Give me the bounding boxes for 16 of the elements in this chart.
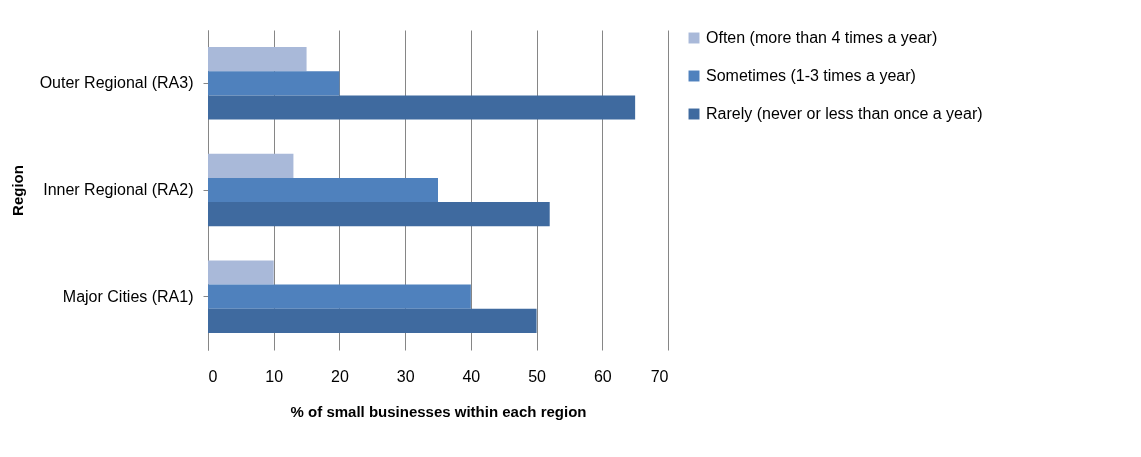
x-tick-label: 30 — [396, 367, 415, 385]
legend-label: Rarely (never or less than once a year) — [706, 105, 983, 122]
legend-label: Often (more than 4 times a year) — [706, 29, 938, 46]
legend-label: Sometimes (1-3 times a year) — [706, 67, 916, 84]
y-tick-label: Inner Regional (RA2) — [43, 181, 194, 198]
x-tick-label: 50 — [528, 367, 547, 385]
x-tick-label: 20 — [331, 367, 349, 385]
x-tick-label: 70 — [650, 367, 669, 385]
y-tick-label: Outer Regional (RA3) — [39, 74, 194, 92]
x-axis-title: % of small businesses within each region — [290, 402, 587, 420]
x-tick-label: 10 — [265, 367, 284, 385]
y-tick-label: Major Cities (RA1) — [62, 287, 194, 305]
x-tick-label: 40 — [462, 367, 481, 385]
x-tick-label: 0 — [208, 367, 218, 385]
y-axis-title: Region — [8, 165, 26, 216]
x-tick-label: 60 — [593, 367, 612, 385]
